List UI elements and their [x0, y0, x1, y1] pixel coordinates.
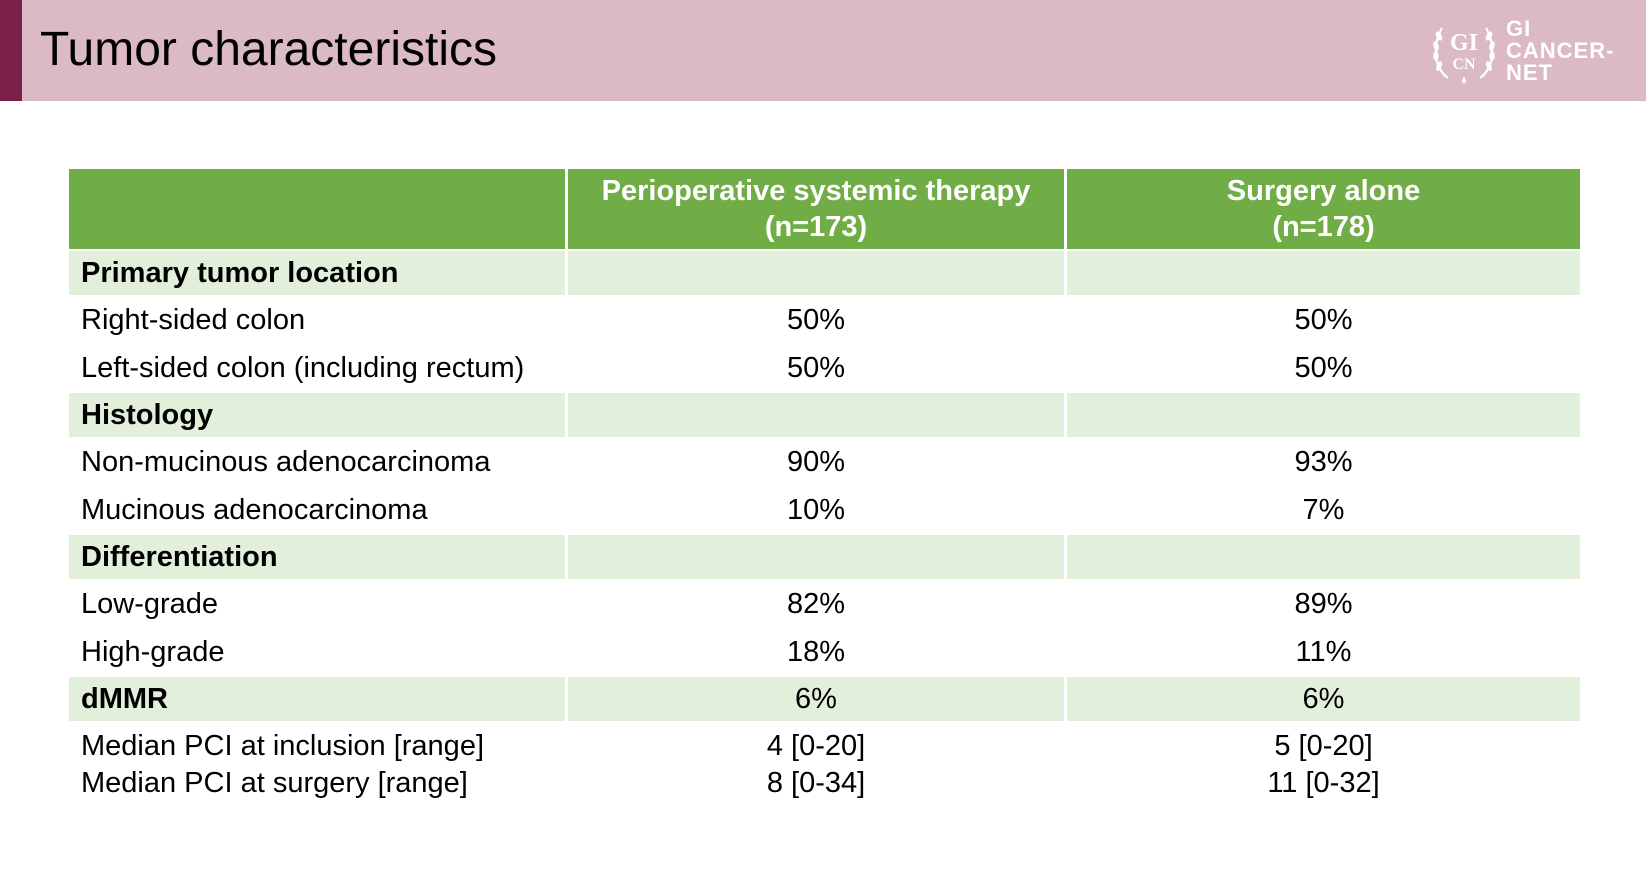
table-row: High-grade 18% 11% [66, 627, 1583, 677]
accent-bar [0, 0, 22, 101]
slide-title: Tumor characteristics [40, 23, 497, 76]
pci-peri-values: 4 [0-20] 8 [0-34] [565, 721, 1067, 809]
logo-word-1: GI [1506, 16, 1532, 41]
pci-surg-surgery: 11 [0-32] [1267, 767, 1380, 799]
row-label: Differentiation [66, 533, 568, 581]
row-label: Non-mucinous adenocarcinoma [66, 437, 568, 487]
table-row: Mucinous adenocarcinoma 10% 7% [66, 485, 1583, 535]
header-perioperative-title: Perioperative systemic therapy [601, 175, 1031, 207]
row-label: Low-grade [66, 579, 568, 629]
surgery-value [1064, 249, 1583, 297]
peri-value: 10% [565, 485, 1067, 535]
table-row: Left-sided colon (including rectum) 50% … [66, 343, 1583, 393]
row-label: dMMR [66, 675, 568, 723]
peri-value: 18% [565, 627, 1067, 677]
peri-value: 50% [565, 343, 1067, 393]
table-row: Right-sided colon 50% 50% [66, 295, 1583, 345]
table-row: Primary tumor location [66, 249, 1583, 297]
pci-peri-surgery: 8 [0-34] [766, 767, 866, 799]
header-perioperative-n: (n=173) [764, 211, 868, 243]
row-label: Histology [66, 391, 568, 439]
header-perioperative: Perioperative systemic therapy (n=173) [565, 167, 1067, 251]
table-header-row: Perioperative systemic therapy (n=173) S… [66, 167, 1583, 251]
gi-cancer-net-logo: GI CN GI CANCER- NET [1428, 14, 1638, 86]
peri-value: 50% [565, 295, 1067, 345]
logo-wordmark: GI CANCER- NET [1506, 18, 1614, 84]
peri-value [565, 533, 1067, 581]
surgery-value: 89% [1064, 579, 1583, 629]
table-row: Histology [66, 391, 1583, 439]
peri-value [565, 391, 1067, 439]
pci-inclusion-label: Median PCI at inclusion [range] [81, 730, 484, 762]
slide-header: Tumor characteristics GI CN GI [0, 0, 1646, 101]
logo-mark-bottom: CN [1452, 56, 1476, 73]
surgery-value: 50% [1064, 295, 1583, 345]
surgery-value: 93% [1064, 437, 1583, 487]
logo-word-2: CANCER- [1506, 38, 1615, 63]
header-surgery-n: (n=178) [1272, 211, 1375, 243]
table-row: Differentiation [66, 533, 1583, 581]
header-surgery-alone: Surgery alone (n=178) [1064, 167, 1583, 251]
pci-surgery-label: Median PCI at surgery [range] [81, 767, 468, 799]
surgery-value: 11% [1064, 627, 1583, 677]
pci-surgery-values: 5 [0-20] 11 [0-32] [1064, 721, 1583, 809]
pci-labels: Median PCI at inclusion [range] Median P… [66, 721, 568, 809]
logo-mark-top: GI [1450, 30, 1478, 56]
peri-value [565, 249, 1067, 297]
laurel-wreath-icon: GI CN [1433, 27, 1495, 84]
logo-word-3: NET [1506, 60, 1553, 85]
row-label: Mucinous adenocarcinoma [66, 485, 568, 535]
row-label: Primary tumor location [66, 249, 568, 297]
surgery-value [1064, 533, 1583, 581]
pci-row: Median PCI at inclusion [range] Median P… [66, 721, 1583, 809]
row-label: Right-sided colon [66, 295, 568, 345]
surgery-value: 50% [1064, 343, 1583, 393]
surgery-value: 6% [1064, 675, 1583, 723]
table-row: dMMR 6% 6% [66, 675, 1583, 723]
header-surgery-title: Surgery alone [1226, 175, 1421, 207]
peri-value: 90% [565, 437, 1067, 487]
row-label: High-grade [66, 627, 568, 677]
table-row: Low-grade 82% 89% [66, 579, 1583, 629]
row-label: Left-sided colon (including rectum) [66, 343, 568, 393]
table-row: Non-mucinous adenocarcinoma 90% 93% [66, 437, 1583, 487]
peri-value: 82% [565, 579, 1067, 629]
surgery-value: 7% [1064, 485, 1583, 535]
peri-value: 6% [565, 675, 1067, 723]
pci-surg-inclusion: 5 [0-20] [1274, 730, 1373, 762]
pci-peri-inclusion: 4 [0-20] [766, 730, 866, 762]
surgery-value [1064, 391, 1583, 439]
tumor-characteristics-table: Perioperative systemic therapy (n=173) S… [66, 167, 1583, 809]
header-empty [66, 167, 568, 251]
